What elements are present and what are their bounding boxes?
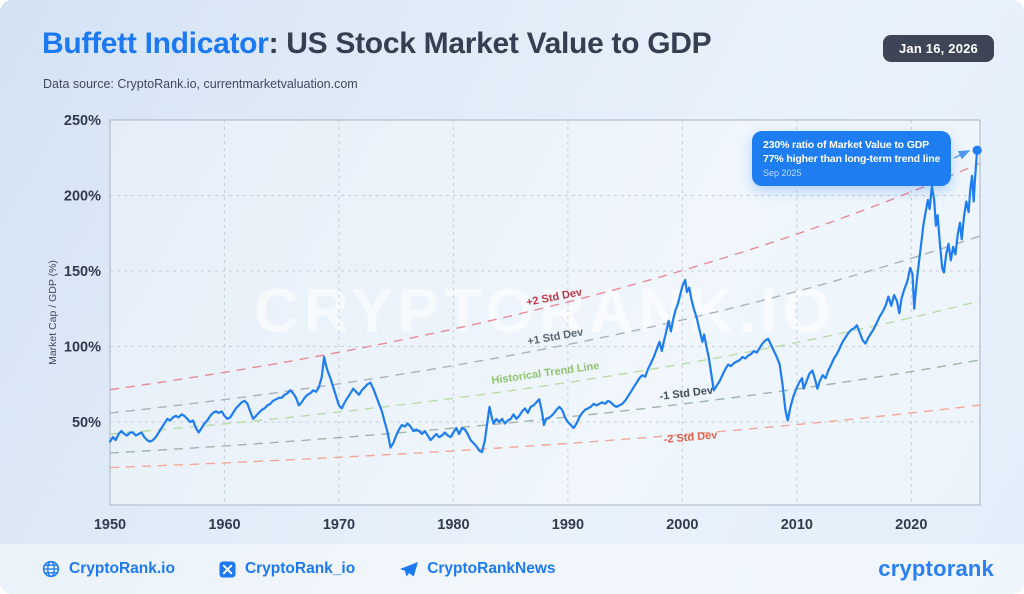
y-tick-label: 250% — [64, 113, 101, 129]
annotation-line-2: 77% higher than long-term trend line — [763, 153, 941, 165]
watermark-text: CRYPTORANK.IO — [254, 277, 836, 346]
y-axis-title: Market Cap / GDP (%) — [47, 260, 59, 365]
annotation-arrow — [953, 150, 971, 160]
plot-border — [109, 119, 981, 506]
x-tick-label: 1960 — [208, 517, 240, 533]
title-accent: Buffett Indicator — [42, 27, 269, 60]
y-tick-label: 150% — [64, 264, 101, 280]
globe-icon — [42, 560, 60, 578]
y-tick-label: 200% — [64, 188, 101, 204]
y-tick-label: 100% — [64, 339, 101, 355]
website-link[interactable]: CryptoRank.io — [42, 560, 175, 578]
telegram-link-label: CryptoRankNews — [427, 560, 556, 577]
website-link-label: CryptoRank.io — [69, 560, 175, 577]
trend-line — [109, 404, 981, 469]
page-title: Buffett Indicator: US Stock Market Value… — [42, 27, 712, 61]
cryptorank-logo: cryptorank — [878, 556, 994, 581]
trend-line-label: -2 Std Dev — [663, 429, 719, 446]
y-tick-label: 50% — [72, 415, 101, 431]
annotation-date: Sep 2025 — [763, 168, 802, 178]
x-tick-label: 1950 — [94, 517, 126, 533]
trend-line — [109, 162, 981, 391]
twitter-link-label: CryptoRank_io — [244, 560, 356, 577]
buffett-indicator-line — [108, 149, 979, 454]
date-badge: Jan 16, 2026 — [882, 35, 994, 62]
annotation-line-1: 230% ratio of Market Value to GDP — [763, 139, 930, 151]
telegram-link[interactable]: CryptoRankNews — [399, 560, 556, 578]
telegram-icon — [400, 561, 419, 577]
annotation-tooltip: 230% ratio of Market Value to GDP 77% hi… — [752, 131, 952, 186]
trend-line — [109, 300, 981, 435]
x-tick-label: 1970 — [323, 517, 355, 533]
x-tick-label: 1990 — [552, 517, 584, 533]
x-tick-label: 2010 — [781, 517, 813, 533]
title-rest: : US Stock Market Value to GDP — [268, 27, 712, 60]
x-tick-label: 2000 — [666, 517, 698, 533]
trend-line — [109, 235, 981, 414]
latest-point-marker — [972, 145, 982, 155]
x-tick-label: 2020 — [895, 517, 927, 533]
footer: CryptoRank.io CryptoRank_io CryptoRankNe… — [0, 544, 1024, 594]
data-source: Data source: CryptoRank.io, currentmarke… — [43, 77, 358, 91]
twitter-link[interactable]: CryptoRank_io — [219, 560, 355, 578]
x-logo-icon — [219, 560, 236, 578]
x-tick-label: 1980 — [437, 517, 469, 533]
